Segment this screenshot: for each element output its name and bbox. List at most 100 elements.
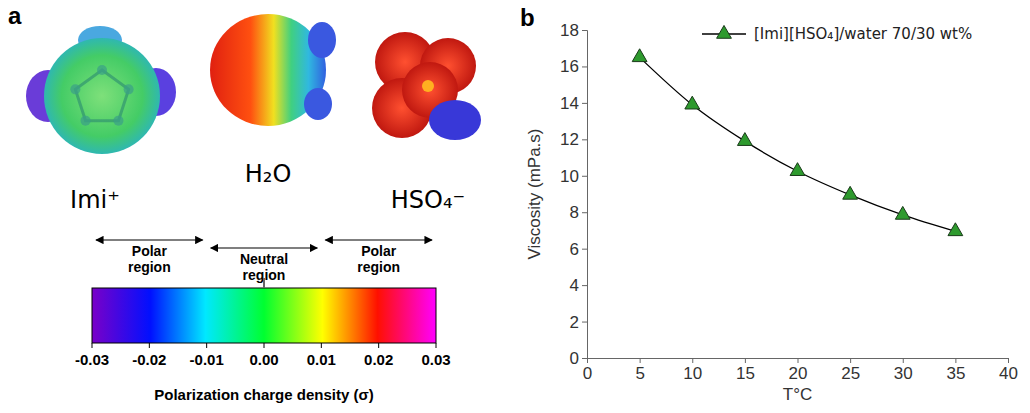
tick: 35 [946,358,965,383]
tick-mark [955,358,956,363]
tick: 15 [736,358,755,383]
panel-label: b [520,4,535,31]
tick-label: 8 [570,203,579,222]
colorbar-tick [321,343,322,348]
tick-label: 10 [683,364,702,383]
tick-mark [1008,358,1009,363]
tick-mark [692,358,693,363]
tick: 10 [560,167,587,186]
data-point [685,96,700,109]
tick: 20 [789,358,808,383]
colorbar-tick-label: 0.03 [421,351,450,368]
tick: 14 [560,94,587,113]
tick-label: 35 [946,364,965,383]
tick-mark [582,285,587,286]
tick-label: 18 [560,21,579,40]
legend: [Imi][HSO₄]/water 70/30 wt% [702,25,972,43]
molecule-surface [372,32,481,140]
tick: 8 [570,203,587,222]
tick-mark [640,358,641,363]
region-arrow [211,247,318,248]
tick-mark [582,212,587,213]
molecule-surface [210,14,336,126]
region-label-line: region [128,259,171,275]
tick-mark [582,322,587,323]
tick-mark [582,139,587,140]
molecule-surface [26,26,176,154]
tick-label: 25 [841,364,860,383]
legend-marker [717,25,732,38]
tick-label: 15 [736,364,755,383]
tick-mark [582,30,587,31]
figure: aImi⁺H₂OHSO₄⁻-0.03-0.02-0.010.000.010.02… [0,0,1030,413]
tick-label: 40 [999,364,1018,383]
ring [75,70,128,121]
atom [124,84,134,94]
colorbar-tick [436,343,437,348]
plot-area [632,49,963,236]
tick-label: 30 [894,364,913,383]
data-point [948,223,963,236]
tick-mark [582,176,587,177]
molecule-label: H₂O [245,160,292,188]
molecule-label: Imi⁺ [70,186,120,214]
tick-mark [582,358,587,359]
tick-mark [798,358,799,363]
data-point [895,206,910,219]
region-label: Polarregion [128,243,171,275]
region-label: Polarregion [357,243,400,275]
tick: 0 [570,349,587,368]
tick: 5 [635,358,644,383]
region-label-line: Polar [132,243,168,259]
region-label-line: Polar [361,243,397,259]
tick-label: 0 [570,349,579,368]
axis-line [582,31,588,359]
tick: 12 [560,130,587,149]
region-arrow [325,239,432,240]
tick-label: 14 [560,94,579,113]
atom [81,116,91,126]
tick-mark [903,358,904,363]
tick-label: 16 [560,57,579,76]
data-point [843,186,858,199]
data-point [632,49,647,62]
tick-label: 6 [570,240,579,259]
region-label-line: Neutral [240,251,288,267]
colorbar-tick [264,343,265,348]
data-point [790,163,805,176]
tick-label: 10 [560,167,579,186]
colorbar-tick [149,343,150,348]
tick-mark [850,358,851,363]
tick-mark [582,103,587,104]
tick-label: 0 [583,364,592,383]
region-arrow [96,239,203,240]
legend-label: [Imi][HSO₄]/water 70/30 wt% [754,25,972,43]
tick: 2 [570,312,587,331]
atom [422,80,434,92]
tick: 6 [570,240,587,259]
panel-b: b0510152025303540024681012141618T°CVisco… [520,4,1018,404]
panel-label: a [8,2,22,29]
surface [44,38,160,154]
surface-lobe [304,88,332,120]
tick-label: 4 [570,276,579,295]
region-label-line: region [357,259,400,275]
axis-line [588,359,1009,364]
tick: 30 [894,358,913,383]
colorbar-tick-label: 0.00 [249,351,278,368]
colorbar [92,288,436,343]
tick: 18 [560,21,587,40]
y-axis-title: Viscosity (mPa.s) [525,129,544,260]
x-axis: 0 5 10 15 20 25 30 35 40 [583,358,1018,383]
colorbar-tick-label: -0.01 [190,351,224,368]
colorbar-tick-label: 0.01 [307,351,336,368]
colorbar-title: Polarization charge density (σ) [154,386,373,403]
tick-label: 12 [560,130,579,149]
molecule-label: HSO₄⁻ [391,186,465,214]
colorbar-tick-label: -0.02 [132,351,166,368]
tick: 4 [570,276,587,295]
tick-mark [582,66,587,67]
surface-lobe [308,22,336,58]
data-point [737,133,752,146]
center-mark [263,278,265,288]
